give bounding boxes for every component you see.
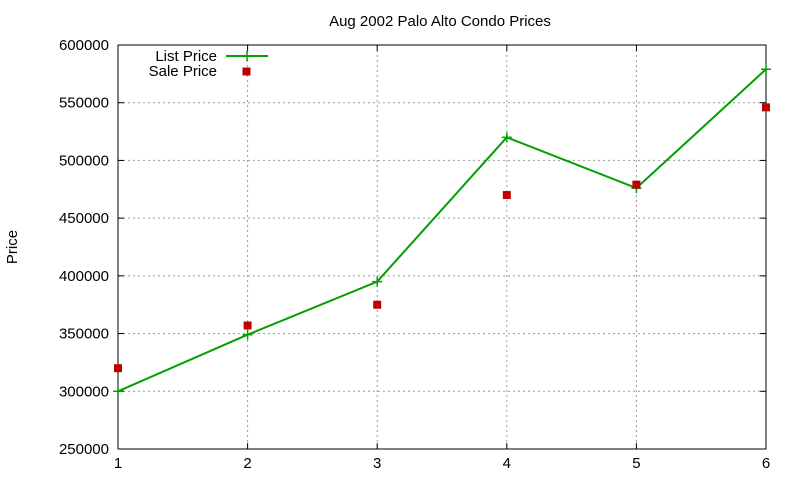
- x-tick-label: 4: [503, 455, 511, 472]
- legend: List Price Sale Price: [149, 48, 268, 80]
- y-tick-label: 300000: [59, 383, 109, 400]
- x-tick-label: 2: [243, 455, 251, 472]
- legend-marker-list-price: [242, 51, 252, 61]
- y-axis-label: Price: [4, 230, 21, 264]
- y-tick-label: 400000: [59, 268, 109, 285]
- axis-tick-labels: 1 2 3 4 5 6 250000 300000 350000 400000 450000 5000…: [59, 37, 770, 472]
- data-point-list-price: [372, 276, 383, 287]
- y-tick-label: 500000: [59, 152, 109, 169]
- data-point-sale-price: [373, 300, 382, 309]
- y-tick-label: 250000: [59, 441, 109, 458]
- data-point-sale-price: [632, 180, 641, 189]
- plot-frame: [117, 44, 767, 450]
- x-tick-label: 6: [762, 455, 770, 472]
- data-point-list-price: [761, 64, 771, 75]
- x-tick-label: 3: [373, 455, 381, 472]
- y-tick-label: 450000: [59, 210, 109, 227]
- legend-marker-sale-price: [242, 67, 251, 76]
- legend-label-sale-price: Sale Price: [149, 63, 217, 80]
- data-point-list-price: [242, 329, 253, 340]
- x-tick-label: 1: [114, 455, 122, 472]
- series-line-list-price: [117, 68, 767, 393]
- chart-title: Aug 2002 Palo Alto Condo Prices: [329, 13, 551, 30]
- axis-ticks: [117, 44, 767, 450]
- data-point-sale-price: [243, 321, 252, 330]
- data-point-sale-price: [762, 103, 770, 112]
- series-layer: [113, 64, 771, 397]
- y-tick-label: 550000: [59, 95, 109, 112]
- y-tick-label: 600000: [59, 37, 109, 54]
- gridlines: [118, 45, 766, 449]
- data-point-sale-price: [114, 364, 122, 373]
- legend-label-list-price: List Price: [155, 48, 217, 65]
- data-point-list-price: [501, 132, 512, 143]
- x-tick-label: 5: [632, 455, 640, 472]
- data-point-list-price: [113, 386, 123, 397]
- data-point-sale-price: [502, 191, 511, 200]
- y-tick-label: 350000: [59, 326, 109, 343]
